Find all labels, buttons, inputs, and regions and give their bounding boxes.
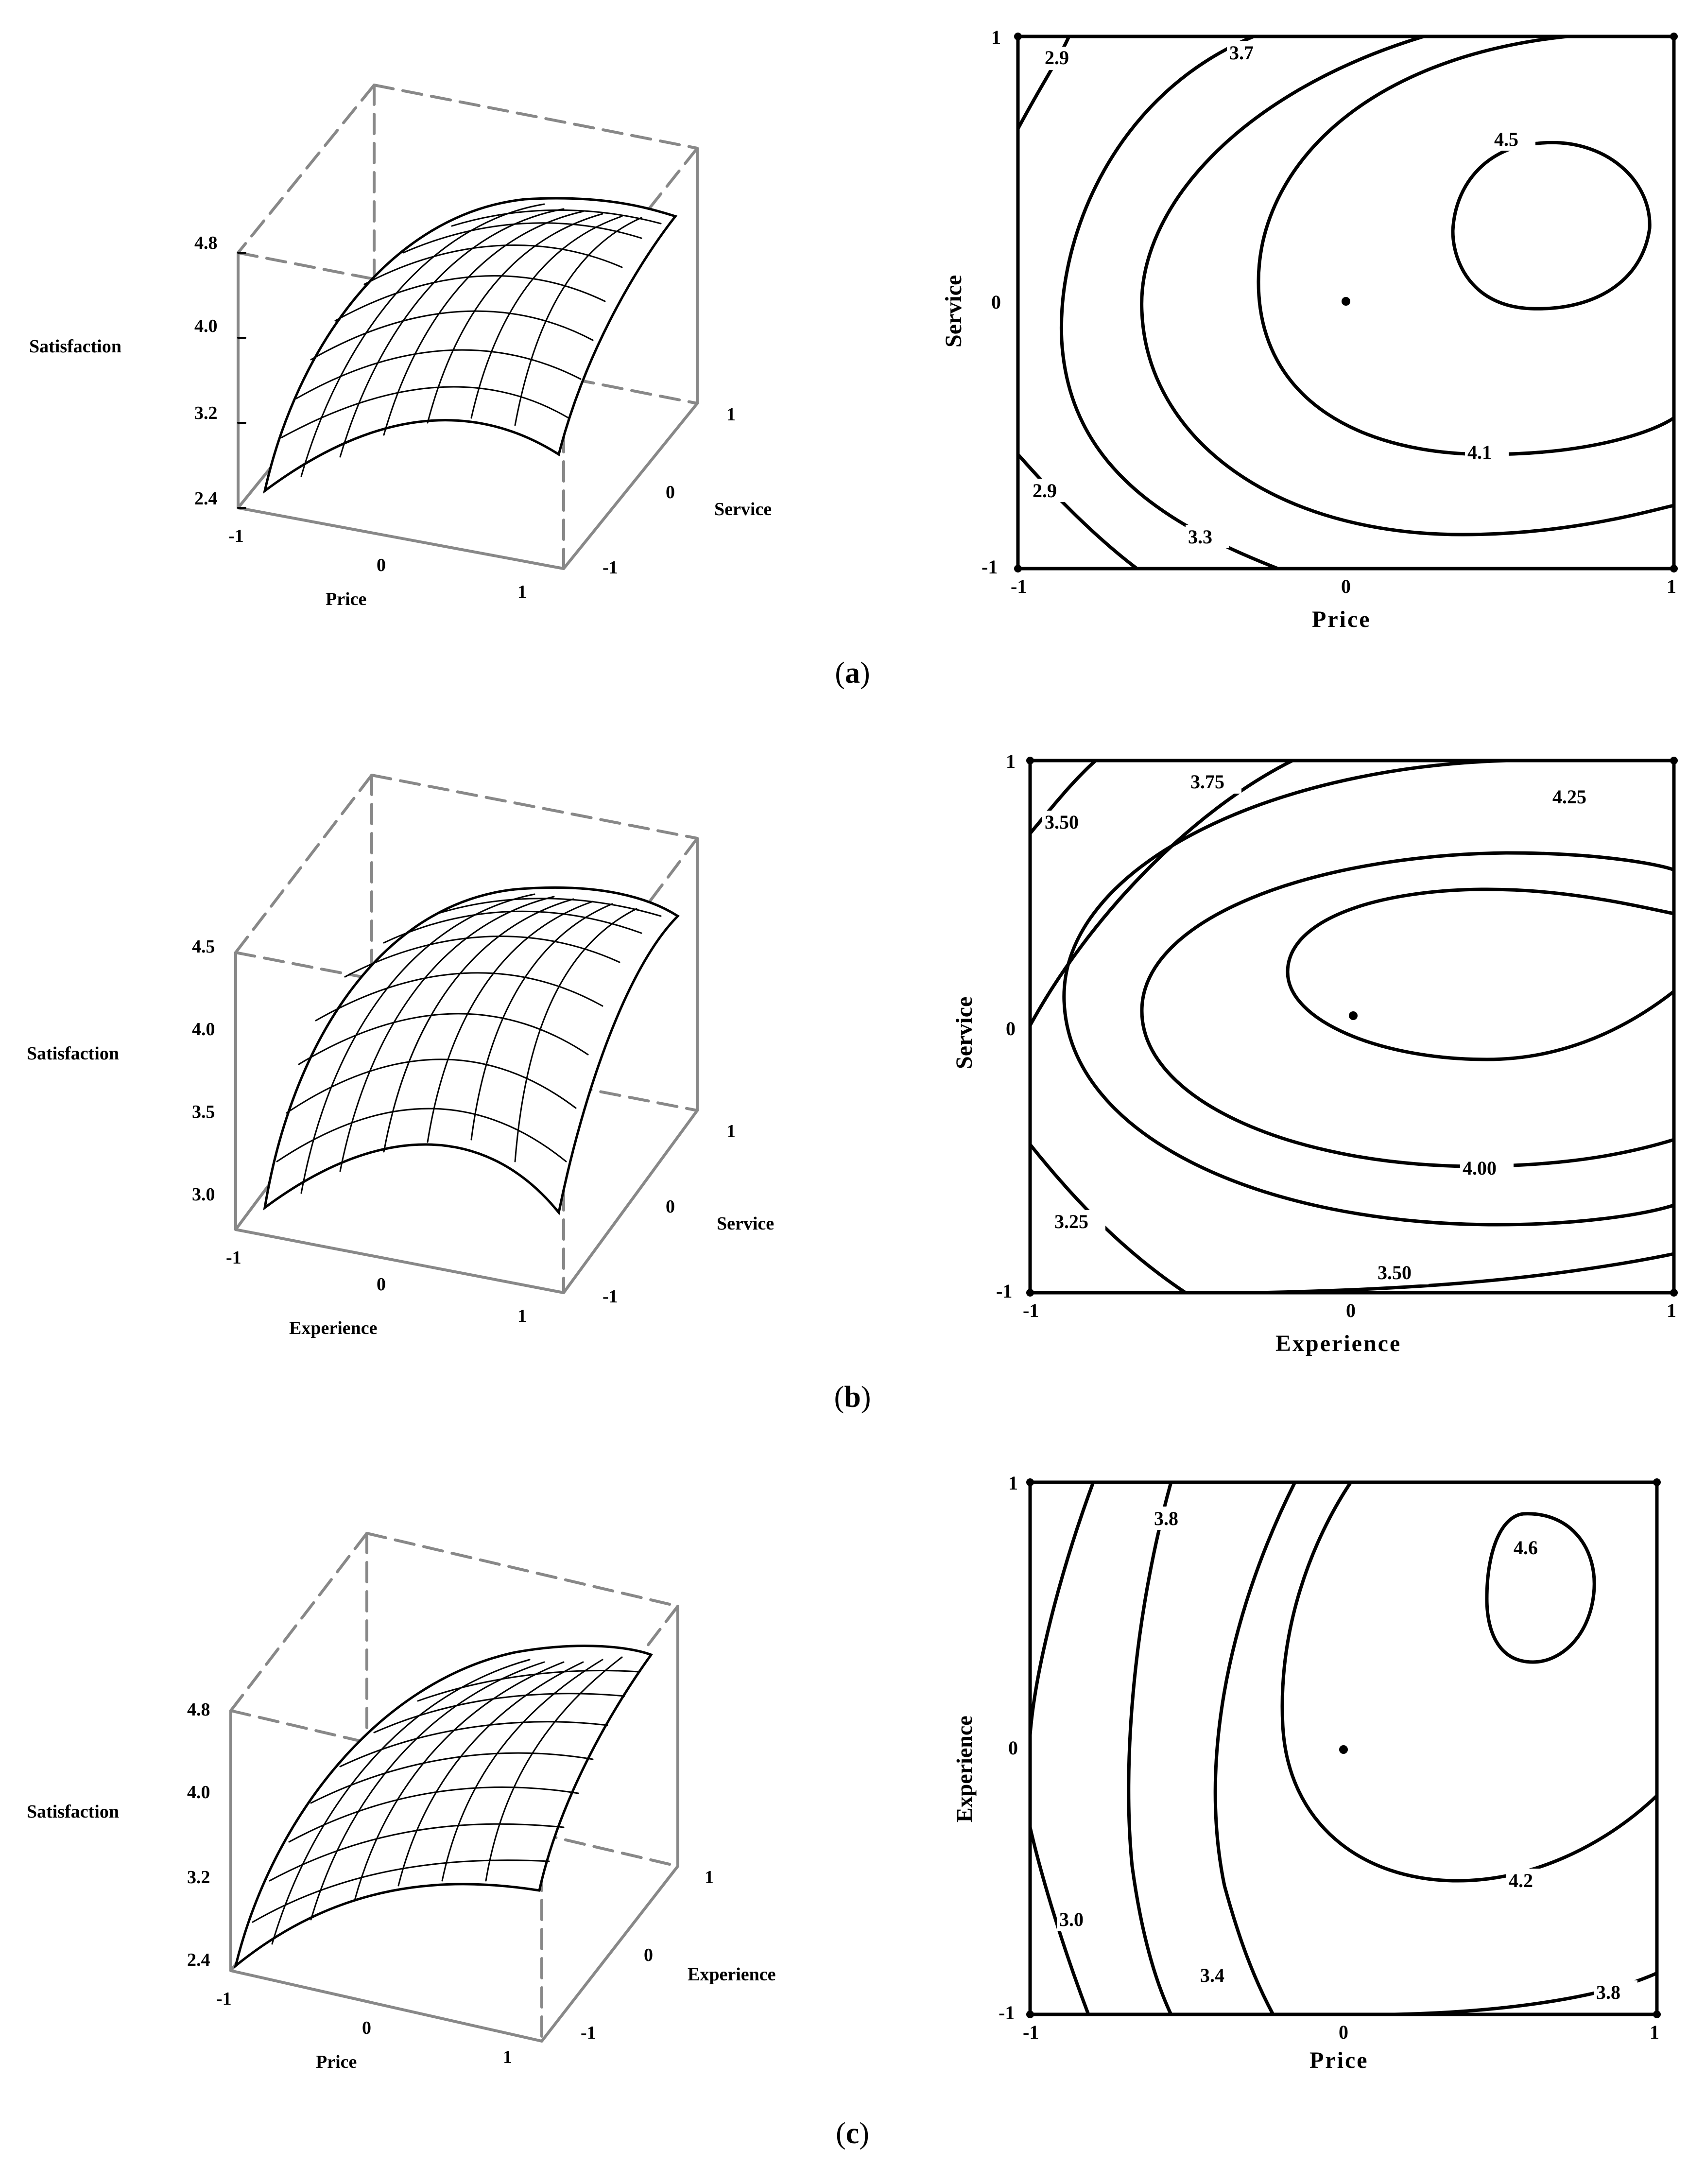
surface-b-ztick: 3.0 — [192, 1184, 215, 1205]
contour-c-xlabel: Price — [1309, 2047, 1369, 2073]
contour-c-ytick: 0 — [1008, 1737, 1018, 1759]
contour-b-label: 4.25 — [1552, 786, 1586, 808]
contour-a-ytick: -1 — [982, 556, 998, 578]
contour-b-ytick: 1 — [1006, 750, 1016, 772]
contour-a-xtick: -1 — [1011, 575, 1027, 597]
surface-b-ytick: 0 — [666, 1196, 675, 1217]
contour-b-label: 3.50 — [1045, 811, 1079, 833]
surface-b-ylabel: Service — [717, 1213, 774, 1234]
surface-b-ytick: 1 — [726, 1121, 736, 1142]
contour-b-ylabel: Service — [951, 997, 977, 1069]
contour-a-label: 2.9 — [1033, 480, 1057, 502]
surface-plot-a: Satisfaction 4.8 4.0 3.2 2.4 -1 0 1 Pric… — [29, 84, 772, 609]
surface-b-ztick: 4.0 — [192, 1019, 215, 1040]
surface-a-ytick: 1 — [726, 404, 736, 425]
contour-c-ylabel: Experience — [952, 1716, 977, 1822]
surface-a-zlabel: Satisfaction — [29, 336, 121, 357]
contour-b-ytick: -1 — [996, 1280, 1012, 1302]
contour-a-ytick: 0 — [991, 291, 1001, 313]
contour-a-label: 4.5 — [1494, 128, 1518, 150]
contour-c-ytick: -1 — [999, 2002, 1015, 2024]
contour-b-label: 3.75 — [1190, 771, 1224, 793]
contour-a-label: 2.9 — [1045, 47, 1069, 69]
surface-c-ztick: 4.8 — [187, 1699, 210, 1720]
contour-b-xlabel: Experience — [1275, 1331, 1401, 1356]
contour-c-ytick: 1 — [1008, 1472, 1018, 1494]
contour-b-label: 4.00 — [1463, 1157, 1497, 1179]
surface-c-ylabel: Experience — [688, 1964, 776, 1985]
contour-a-xtick: 0 — [1341, 575, 1351, 597]
contour-a-label: 3.7 — [1229, 42, 1254, 64]
surface-a-ztick: 4.0 — [194, 316, 218, 336]
contour-c-label: 3.8 — [1596, 1981, 1620, 2003]
surface-a-ytick: 0 — [666, 482, 675, 503]
contour-c-xtick: -1 — [1023, 2021, 1039, 2043]
contour-a-ylabel: Service — [941, 275, 966, 347]
surface-a-ylabel: Service — [714, 499, 772, 520]
surface-b-xtick: -1 — [226, 1248, 241, 1268]
surface-b-xtick: 1 — [517, 1306, 527, 1326]
surface-a-ztick: 2.4 — [194, 488, 218, 509]
surface-c-zlabel: Satisfaction — [27, 1802, 119, 1822]
contour-plot-a: 2.9 3.7 4.5 4.1 2.9 3.3 1 0 -1 -1 0 1 Pr… — [941, 26, 1678, 632]
surface-a-ztick: 4.8 — [194, 233, 218, 253]
surface-a-ytick: -1 — [603, 557, 618, 578]
contour-c-label: 4.6 — [1514, 1537, 1538, 1559]
contour-b-label: 3.50 — [1378, 1262, 1412, 1283]
contour-a-ytick: 1 — [991, 26, 1001, 48]
contour-c-xtick: 1 — [1650, 2021, 1659, 2043]
caption-a: (a) — [835, 657, 870, 690]
contour-b-xtick: 1 — [1667, 1300, 1676, 1321]
contour-c-label: 3.8 — [1154, 1508, 1178, 1529]
surface-b-ytick: -1 — [603, 1286, 618, 1307]
surface-c-ytick: -1 — [581, 2023, 596, 2043]
surface-plot-c: Satisfaction 4.8 4.0 3.2 2.4 -1 0 1 Pric… — [27, 1532, 776, 2072]
contour-c-label: 3.0 — [1059, 1908, 1084, 1930]
surface-a-xtick: 1 — [517, 582, 527, 602]
surface-c-ztick: 4.0 — [187, 1782, 210, 1803]
panel-c: Satisfaction 4.8 4.0 3.2 2.4 -1 0 1 Pric… — [27, 1472, 1661, 2073]
surface-plot-b: Satisfaction 4.5 4.0 3.5 3.0 -1 0 1 Expe… — [27, 774, 774, 1338]
contour-a-xlabel: Price — [1312, 607, 1371, 632]
contour-a-xtick: 1 — [1667, 575, 1676, 597]
contour-b-label: 3.25 — [1054, 1211, 1088, 1232]
surface-c-xtick: -1 — [216, 1989, 232, 2009]
caption-b: (b) — [834, 1381, 871, 1414]
contour-a-label: 4.1 — [1467, 441, 1492, 463]
contour-c-xtick: 0 — [1339, 2021, 1348, 2043]
surface-a-xtick: -1 — [228, 526, 244, 546]
contour-c-label: 4.2 — [1509, 1870, 1533, 1891]
contour-b-xtick: -1 — [1023, 1300, 1039, 1321]
surface-c-ztick: 3.2 — [187, 1867, 210, 1888]
surface-c-xtick: 1 — [503, 2047, 512, 2067]
surface-c-ytick: 0 — [644, 1945, 653, 1965]
contour-b-xtick: 0 — [1346, 1300, 1356, 1321]
surface-b-zlabel: Satisfaction — [27, 1043, 119, 1064]
surface-a-ztick: 3.2 — [194, 403, 218, 423]
surface-b-ztick: 4.5 — [192, 936, 215, 957]
panel-a: Satisfaction 4.8 4.0 3.2 2.4 -1 0 1 Pric… — [29, 26, 1678, 632]
surface-b-ztick: 3.5 — [192, 1102, 215, 1122]
surface-c-xtick: 0 — [362, 2018, 371, 2038]
contour-b-ytick: 0 — [1006, 1018, 1016, 1040]
surface-a-xtick: 0 — [377, 555, 386, 575]
surface-b-xlabel: Experience — [289, 1318, 378, 1338]
contour-a-label: 3.3 — [1188, 526, 1212, 548]
caption-c: (c) — [836, 2117, 869, 2150]
contour-plot-b: 3.50 3.75 4.25 4.00 3.25 3.50 1 0 -1 -1 … — [951, 750, 1678, 1356]
contour-c-label: 3.4 — [1200, 1964, 1224, 1986]
surface-c-ytick: 1 — [705, 1867, 714, 1888]
surface-a-xlabel: Price — [326, 589, 366, 609]
panel-b: Satisfaction 4.5 4.0 3.5 3.0 -1 0 1 Expe… — [27, 750, 1678, 1356]
surface-b-xtick: 0 — [377, 1274, 386, 1295]
surface-c-ztick: 2.4 — [187, 1950, 210, 1970]
contour-plot-c: 3.8 4.6 4.2 3.0 3.4 3.8 1 0 -1 -1 0 1 Pr… — [952, 1472, 1661, 2073]
surface-c-xlabel: Price — [316, 2052, 357, 2072]
